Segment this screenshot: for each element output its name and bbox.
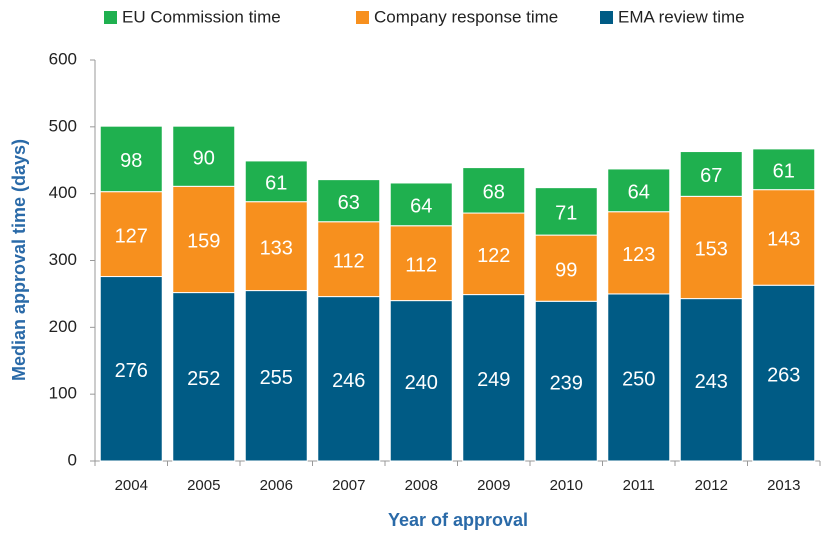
- bar-segment: [389, 225, 453, 302]
- bar-segment: [317, 296, 381, 462]
- value-label: 122: [477, 245, 510, 267]
- bar-segment: [534, 234, 598, 302]
- x-tick-label: 2006: [260, 477, 293, 494]
- legend-swatch: [600, 11, 613, 24]
- bar-segment: [679, 298, 743, 462]
- bar-segment: [607, 168, 671, 213]
- value-label: 143: [767, 229, 800, 251]
- value-label: 263: [767, 364, 800, 386]
- bar-segment: [317, 221, 381, 298]
- value-label: 123: [622, 244, 655, 266]
- value-label: 159: [187, 231, 220, 253]
- bar-segment: [317, 179, 381, 223]
- bar-segment: [462, 294, 526, 462]
- legend-swatch: [104, 11, 117, 24]
- y-tick-label: 100: [49, 384, 77, 403]
- bar-segment: [534, 187, 598, 236]
- value-label: 250: [622, 369, 655, 391]
- legend-label: EU Commission time: [122, 7, 281, 26]
- bar-segment: [389, 300, 453, 462]
- x-tick-label: 2008: [405, 477, 438, 494]
- value-label: 61: [773, 161, 795, 183]
- y-tick-label: 500: [49, 116, 77, 135]
- x-tick-label: 2010: [550, 477, 583, 494]
- bar-segment: [172, 292, 236, 462]
- value-label: 64: [628, 182, 650, 204]
- value-label: 249: [477, 369, 510, 391]
- value-label: 246: [332, 370, 365, 392]
- value-label: 68: [483, 182, 505, 204]
- value-label: 64: [410, 196, 432, 218]
- value-label: 99: [555, 259, 577, 281]
- bar-segment: [244, 160, 308, 203]
- y-tick-label: 300: [49, 250, 77, 269]
- value-label: 133: [260, 237, 293, 259]
- x-axis-label: Year of approval: [388, 510, 528, 530]
- value-label: 252: [187, 368, 220, 390]
- bar-segment: [172, 125, 236, 187]
- y-tick-label: 600: [49, 49, 77, 68]
- x-tick-label: 2012: [695, 477, 728, 494]
- x-tick-label: 2007: [332, 477, 365, 494]
- value-label: 98: [120, 150, 142, 172]
- value-label: 112: [405, 254, 437, 276]
- value-label: 90: [193, 148, 215, 170]
- bar-segment: [99, 191, 163, 278]
- value-label: 276: [115, 360, 148, 382]
- value-label: 112: [333, 250, 365, 272]
- bar-segment: [389, 182, 453, 227]
- bar-segment: [607, 293, 671, 462]
- y-tick-label: 400: [49, 183, 77, 202]
- bar-segment: [244, 290, 308, 462]
- bar-segment: [752, 189, 816, 286]
- value-label: 239: [550, 372, 583, 394]
- value-label: 63: [338, 192, 360, 214]
- legend-label: Company response time: [374, 7, 558, 26]
- bar-segment: [462, 167, 526, 214]
- x-tick-label: 2009: [477, 477, 510, 494]
- legend-swatch: [356, 11, 369, 24]
- y-tick-label: 0: [68, 450, 77, 469]
- bar-segment: [534, 300, 598, 462]
- value-label: 67: [700, 165, 722, 187]
- bar-segment: [172, 185, 236, 294]
- bar-segment: [679, 151, 743, 197]
- y-axis-label: Median approval time (days): [9, 139, 29, 381]
- bar-segment: [244, 201, 308, 292]
- value-label: 153: [695, 239, 728, 261]
- x-tick-label: 2004: [115, 477, 148, 494]
- x-tick-label: 2005: [187, 477, 220, 494]
- bar-segment: [99, 276, 163, 462]
- bar-segment: [99, 125, 163, 193]
- value-label: 255: [260, 367, 293, 389]
- bar-segment: [462, 212, 526, 296]
- bar-segment: [752, 148, 816, 191]
- legend-label: EMA review time: [618, 7, 745, 26]
- bar-segment: [679, 195, 743, 300]
- x-tick-label: 2013: [767, 477, 800, 494]
- value-label: 243: [695, 371, 728, 393]
- value-label: 240: [405, 372, 438, 394]
- x-tick-label: 2011: [623, 477, 655, 494]
- value-label: 71: [555, 203, 577, 225]
- y-tick-label: 200: [49, 317, 77, 336]
- value-label: 127: [115, 225, 148, 247]
- value-label: 61: [265, 173, 287, 195]
